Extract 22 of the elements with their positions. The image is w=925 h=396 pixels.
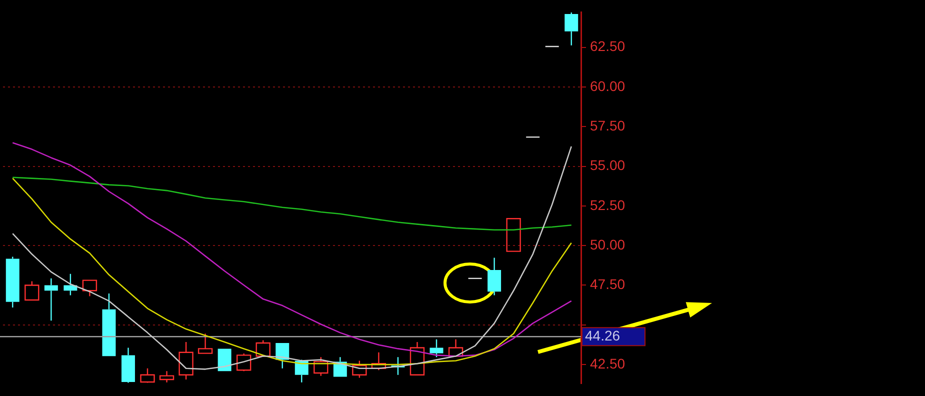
candlestick	[44, 278, 58, 322]
y-tick-label: 50.00	[590, 236, 626, 252]
candlestick	[102, 292, 116, 356]
candlestick	[159, 370, 174, 383]
y-tick-label: 62.50	[590, 38, 626, 54]
y-tick-label: 42.50	[590, 355, 626, 372]
candlestick	[564, 12, 578, 46]
candlestick	[448, 338, 464, 357]
candlestick	[430, 338, 444, 358]
candlestick	[410, 341, 425, 376]
candlestick	[64, 273, 78, 296]
candlestick	[198, 333, 213, 354]
y-tick-label: 57.50	[590, 117, 626, 134]
y-tick-label: 47.50	[590, 276, 626, 292]
y-tick-label: 55.00	[590, 157, 626, 174]
candlestick	[121, 347, 135, 384]
candlestick	[371, 352, 386, 371]
y-tick-label: 60.00	[590, 78, 626, 94]
y-tick-label: 52.50	[590, 196, 626, 213]
candlestick	[488, 257, 502, 296]
ref-line-label: 44.26	[585, 328, 620, 344]
candlestick	[178, 341, 194, 380]
